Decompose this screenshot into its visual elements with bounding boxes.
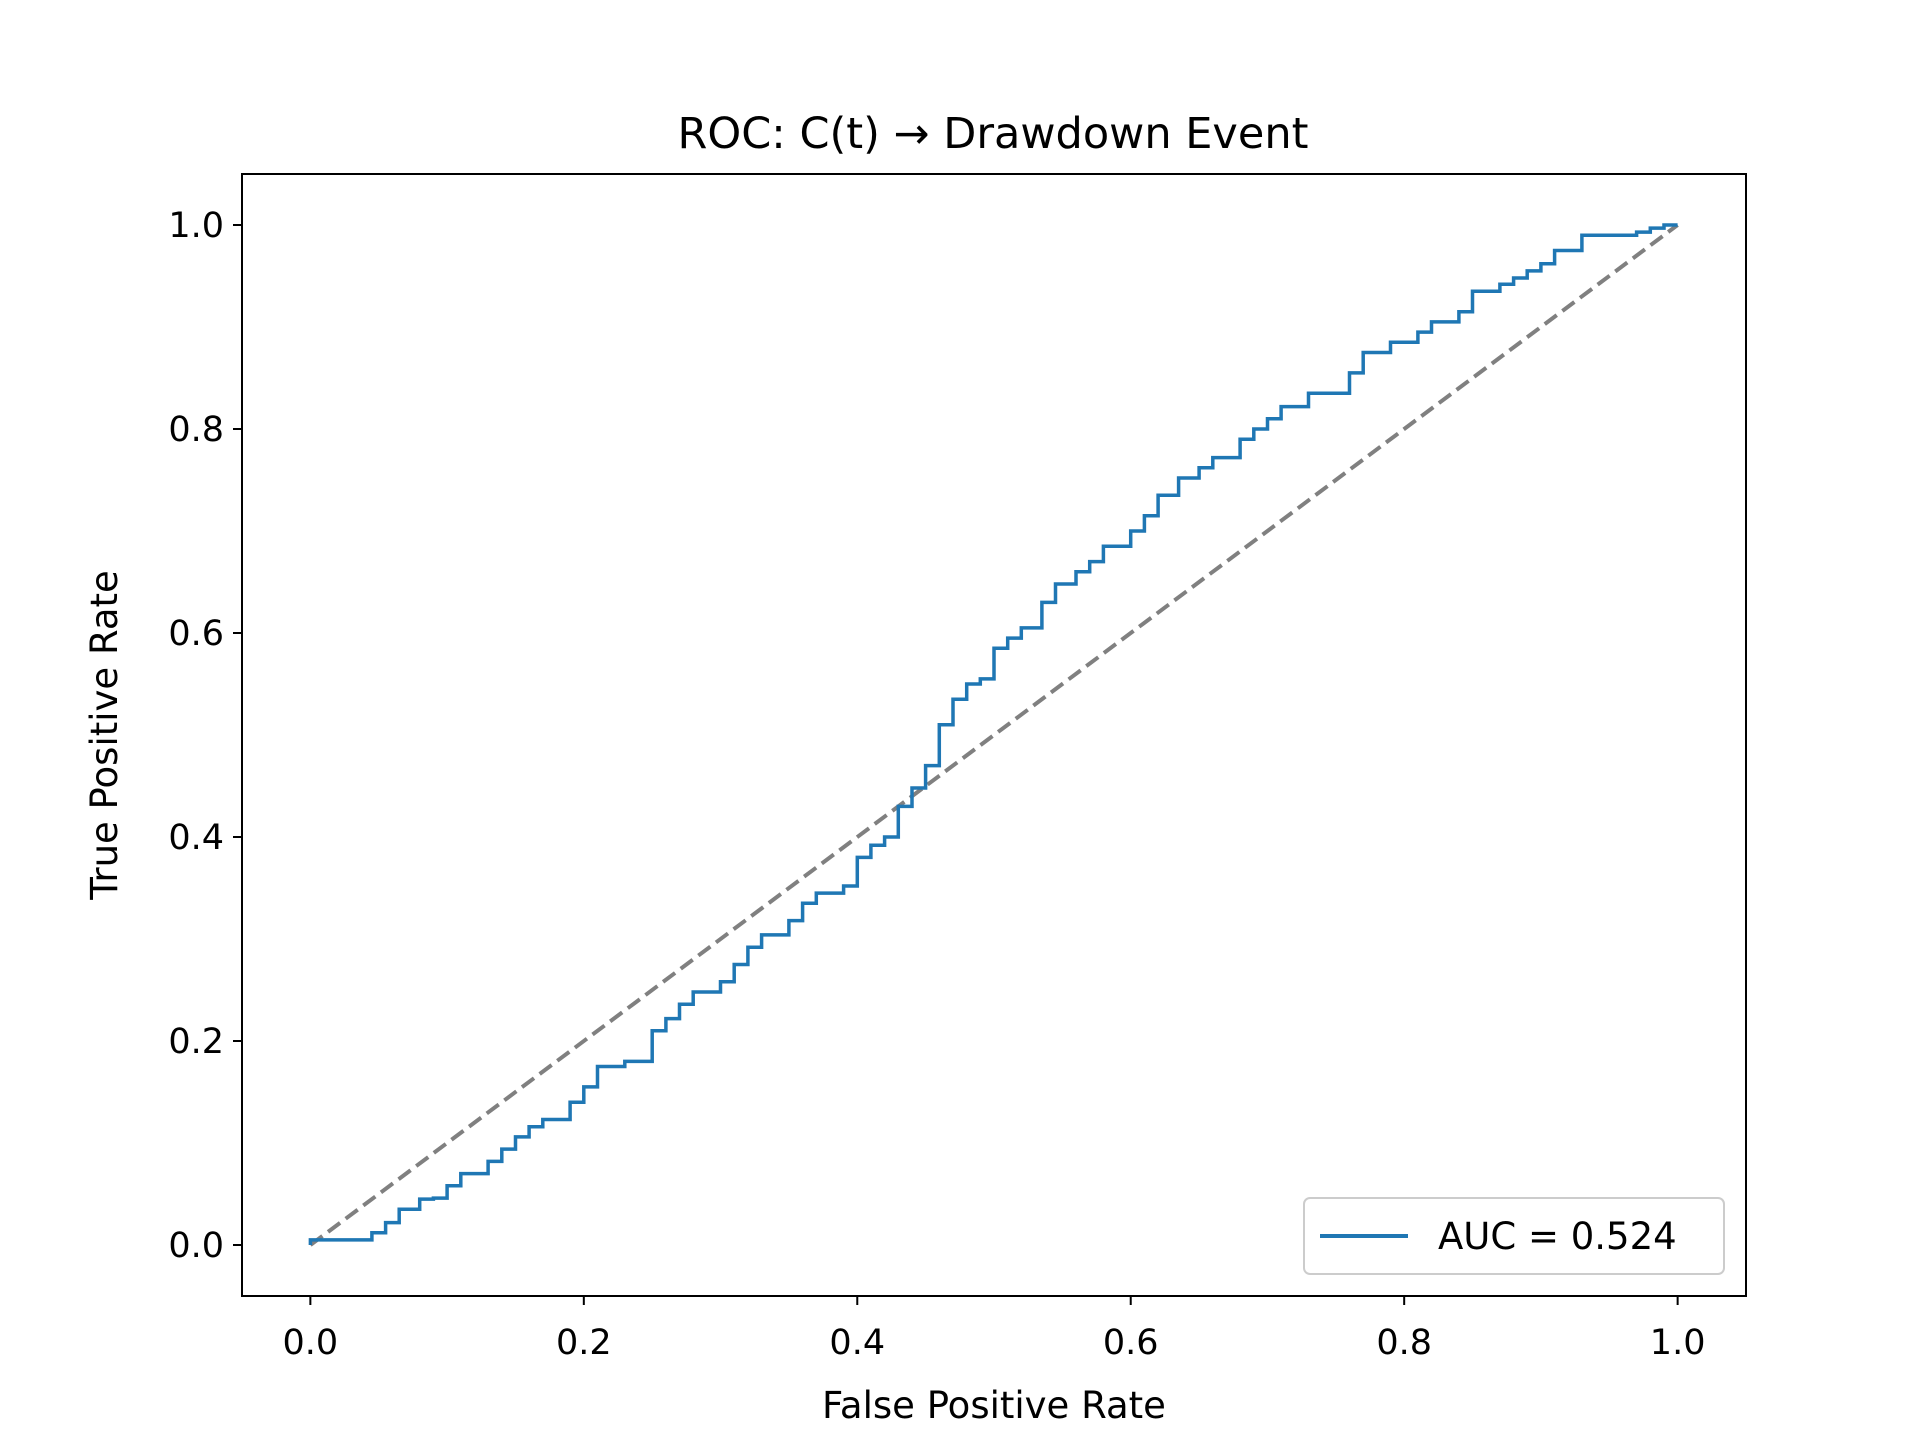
x-tick-label: 0.2 <box>556 1323 612 1363</box>
y-tick-label: 0.0 <box>168 1226 224 1266</box>
x-axis-label: False Positive Rate <box>822 1384 1166 1427</box>
plot-area <box>241 173 1747 1297</box>
legend-box <box>1303 1197 1725 1275</box>
y-tick-label: 1.0 <box>168 206 224 246</box>
y-tick-label: 0.2 <box>168 1022 224 1062</box>
x-tick-label: 0.0 <box>283 1323 339 1363</box>
axes-frame <box>241 173 1747 1297</box>
series-layer <box>308 223 1679 1247</box>
y-tick-label: 0.4 <box>168 818 224 858</box>
y-tick-label: 0.6 <box>168 614 224 654</box>
chart-title: ROC: C(t) → Drawdown Event <box>678 109 1309 159</box>
legend: AUC = 0.524 <box>1303 1197 1725 1275</box>
legend-label-roc: AUC = 0.524 <box>1438 1215 1677 1258</box>
x-tick-label: 0.4 <box>829 1323 885 1363</box>
x-tick-label: 1.0 <box>1650 1323 1706 1363</box>
y-axis-ticks: 0.0 0.2 0.4 0.6 0.8 1.0 <box>168 206 242 1266</box>
y-axis-label: True Positive Rate <box>83 570 126 901</box>
chance-diagonal-line <box>309 223 1679 1247</box>
x-tick-label: 0.8 <box>1376 1323 1432 1363</box>
roc-curve-line <box>308 223 1678 1245</box>
y-tick-label: 0.8 <box>168 410 224 450</box>
x-tick-label: 0.6 <box>1103 1323 1159 1363</box>
x-axis-ticks: 0.0 0.2 0.4 0.6 0.8 1.0 <box>283 1296 1706 1363</box>
